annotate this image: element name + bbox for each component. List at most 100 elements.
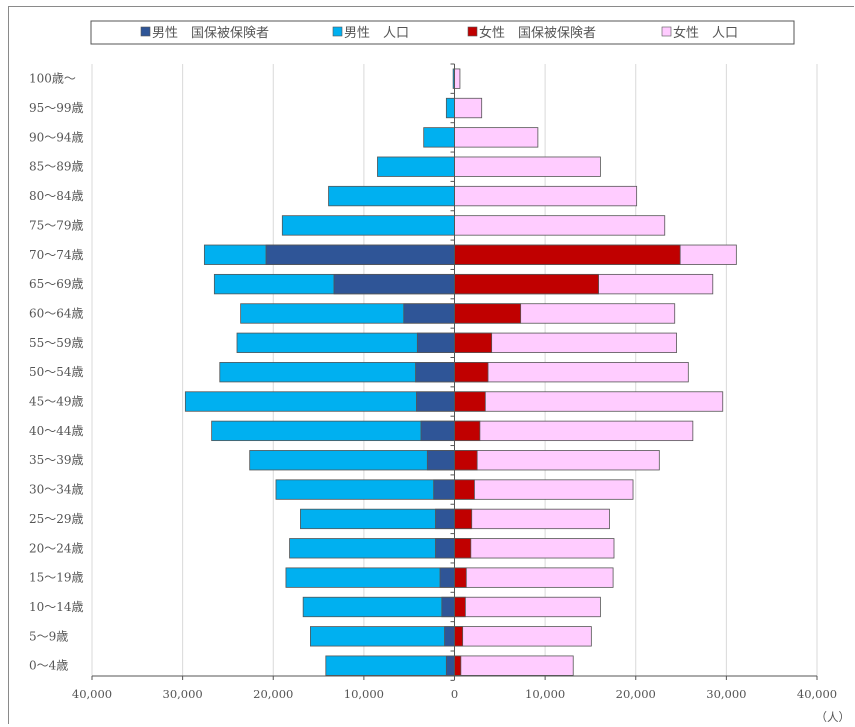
category-label: 40～44歳 [29, 424, 84, 438]
legend-swatch [140, 26, 151, 37]
bar-male-insured [435, 508, 455, 530]
bar-male-insured [420, 420, 455, 442]
bar-female-insured [454, 420, 481, 442]
bar-male-population [310, 626, 455, 647]
bar-female-insured [454, 362, 489, 383]
bars [184, 68, 737, 676]
bar-female-population [454, 538, 615, 559]
bar-male-insured [441, 596, 455, 618]
bar-male-insured [444, 626, 455, 647]
bar-female-insured [454, 303, 522, 324]
bar-male-insured [403, 303, 455, 324]
bar-female-insured [454, 244, 681, 265]
legend-box [90, 20, 795, 45]
bar-male-population [328, 185, 455, 207]
bar-male-insured [435, 538, 455, 559]
legend-label: 女性 人口 [673, 25, 738, 41]
bar-male-population [377, 156, 455, 177]
x-tick-label: 40,000 [72, 687, 112, 701]
legend: 男性 国保被保険者 男性 人口 女性 国保被保険者 女性 人口 [90, 20, 795, 45]
chart-frame [8, 6, 854, 724]
bar-female-insured [454, 538, 472, 559]
legend-label: 男性 人口 [344, 26, 409, 41]
category-label: 20～24歳 [29, 541, 84, 555]
category-label: 75～79歳 [29, 218, 84, 232]
bar-female-insured [454, 596, 466, 618]
x-tick-label: 10,000 [525, 687, 565, 701]
bar-female-insured [454, 391, 486, 412]
category-label: 95～99歳 [29, 101, 84, 115]
bar-male-insured [426, 450, 455, 471]
bar-male-population [281, 215, 455, 236]
category-label: 70～74歳 [29, 248, 84, 262]
category-label: 35～39歳 [29, 453, 84, 467]
bar-female-population [454, 362, 689, 383]
bar-male-population [289, 538, 455, 559]
bar-male-population [285, 567, 455, 588]
bar-male-insured [439, 567, 455, 588]
category-label: 30～34歳 [29, 483, 84, 497]
legend-label: 女性 国保被保険者 [479, 25, 596, 41]
bar-female-insured [454, 332, 493, 353]
bar-male-insured [416, 332, 455, 353]
category-label: 0～4歳 [29, 659, 68, 673]
bar-male-population [211, 420, 455, 442]
bar-female-population [454, 508, 610, 530]
bar-male-insured [415, 362, 455, 383]
x-tick-label: 30,000 [706, 687, 746, 701]
bar-female-insured [454, 479, 475, 500]
x-tick-label: 0 [451, 687, 458, 701]
category-label: 80～84歳 [29, 189, 84, 203]
category-label: 45～49歳 [29, 395, 84, 409]
legend-swatch [467, 26, 478, 37]
bar-male-population [249, 450, 455, 471]
bar-female-population [454, 185, 638, 207]
bar-female-population [454, 97, 483, 119]
category-label: 90～94歳 [29, 130, 84, 144]
bar-male-insured [333, 273, 455, 295]
legend-label: 男性 国保被保険者 [152, 26, 269, 41]
bar-male-population [423, 127, 455, 148]
bar-female-insured [454, 626, 464, 647]
bar-female-insured [454, 508, 473, 530]
x-tick-label: 20,000 [616, 687, 656, 701]
legend-swatch [332, 26, 343, 37]
legend-swatch [661, 26, 672, 37]
axes: 40,000 30,000 20,000 10,000 0 10,000 20,000 30,… [29, 63, 837, 701]
bar-male-population [275, 479, 455, 500]
bar-female-insured [454, 567, 467, 588]
bar-male-insured [416, 391, 455, 412]
category-label: 60～64歳 [29, 306, 84, 320]
unit-label: （人） [816, 710, 851, 724]
bar-female-population [454, 479, 634, 500]
category-label: 25～29歳 [29, 512, 84, 526]
bar-female-population [454, 127, 539, 148]
category-label: 55～59歳 [29, 336, 84, 350]
x-tick-label: 30,000 [163, 687, 203, 701]
bar-female-insured [454, 273, 599, 295]
bar-female-insured [454, 655, 462, 676]
bar-male-population [325, 655, 455, 676]
category-label: 15～19歳 [29, 571, 84, 585]
bar-female-population [454, 68, 461, 89]
bar-female-population [454, 450, 660, 471]
bar-male-insured [265, 244, 455, 265]
category-label: 65～69歳 [29, 277, 84, 291]
category-label: 85～89歳 [29, 160, 84, 174]
bar-female-population [454, 567, 614, 588]
x-tick-label: 20,000 [253, 687, 293, 701]
bar-female-insured [454, 450, 478, 471]
bar-male-population [445, 97, 455, 119]
bar-female-population [454, 391, 724, 412]
bar-male-population [184, 391, 455, 412]
bar-male-population [300, 508, 455, 530]
category-label: 5～9歳 [29, 629, 68, 643]
x-tick-label: 10,000 [344, 687, 384, 701]
bar-male-insured [433, 479, 455, 500]
bar-female-population [454, 215, 666, 236]
bar-female-population [454, 156, 601, 177]
bar-male-population [302, 596, 455, 618]
bar-female-population [454, 420, 694, 442]
category-label: 10～14歳 [29, 600, 84, 614]
